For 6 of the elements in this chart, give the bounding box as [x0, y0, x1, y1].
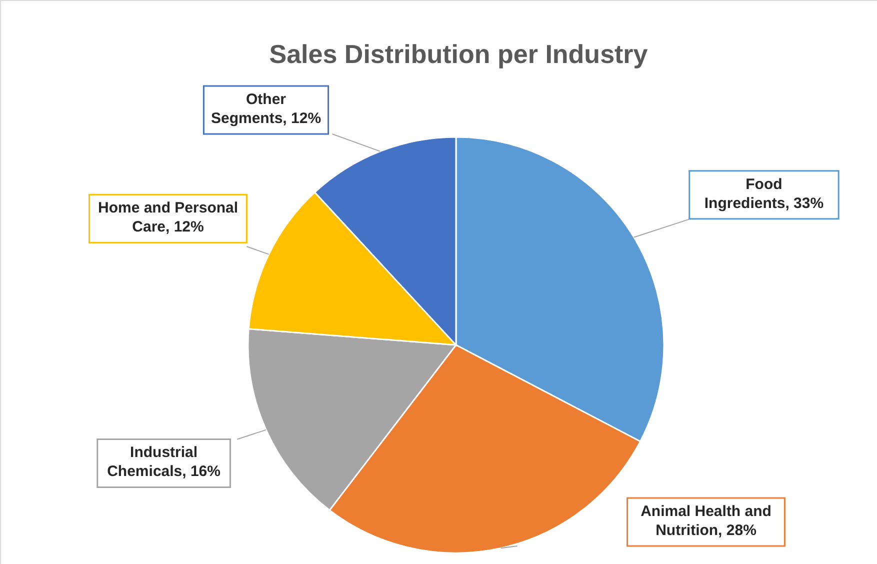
slice-label: Other Segments, 12%: [210, 91, 322, 127]
slice-label: Food Ingredients, 33%: [704, 176, 824, 212]
slice-label: Industrial Chemicals, 16%: [107, 444, 221, 480]
chart-title: Sales Distribution per Industry: [269, 39, 648, 69]
slice-label: Home and Personal Care, 12%: [98, 200, 238, 236]
slice-label: Animal Health and Nutrition, 28%: [640, 503, 772, 539]
